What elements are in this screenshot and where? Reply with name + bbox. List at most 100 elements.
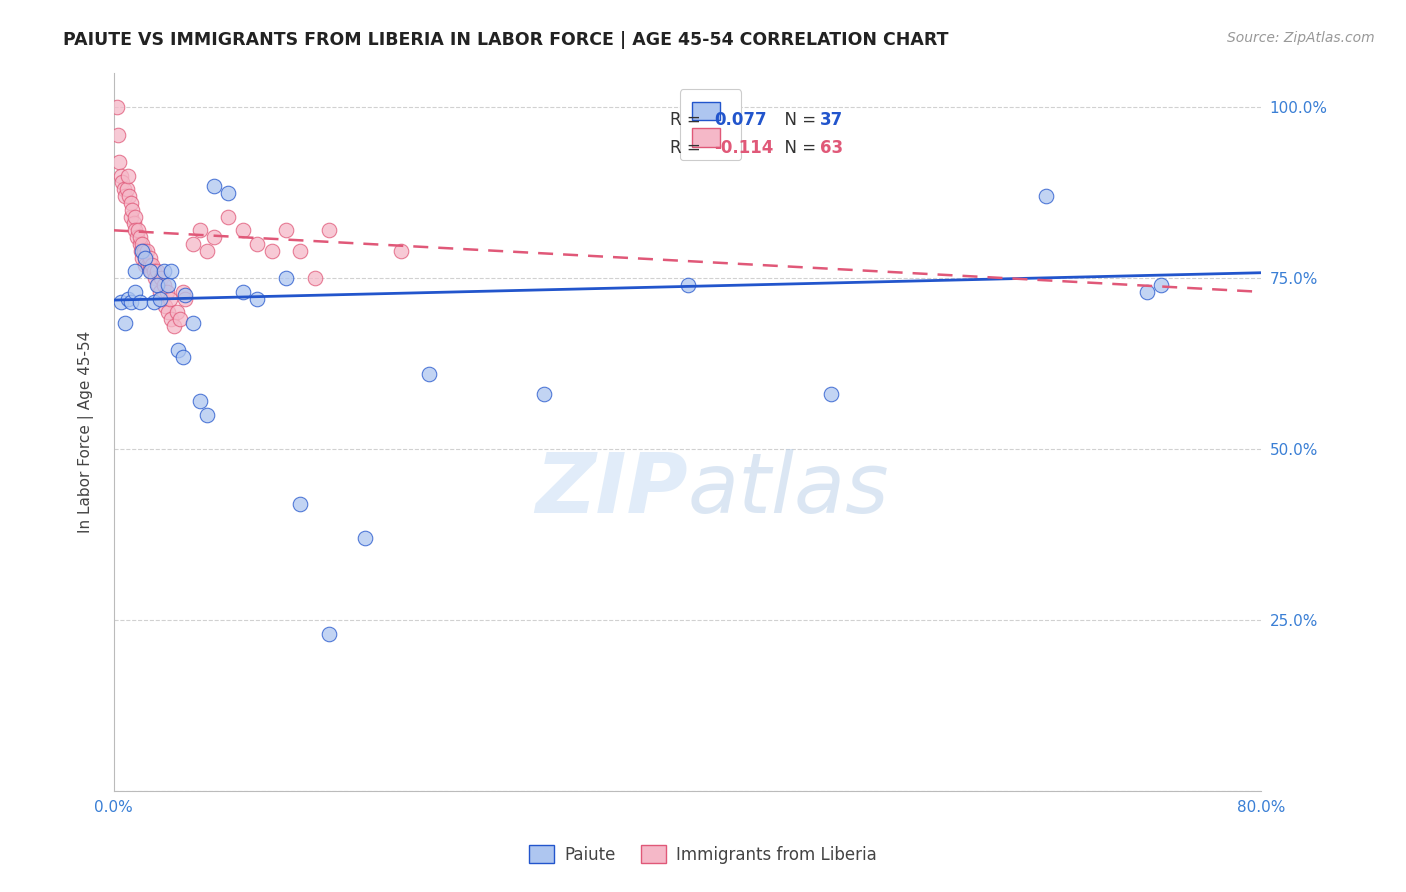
Point xyxy=(114,189,136,203)
Point xyxy=(120,295,142,310)
Point xyxy=(145,264,167,278)
Text: Source: ZipAtlas.com: Source: ZipAtlas.com xyxy=(1227,31,1375,45)
Point xyxy=(160,312,183,326)
Y-axis label: In Labor Force | Age 45-54: In Labor Force | Age 45-54 xyxy=(79,331,94,533)
Point xyxy=(117,292,139,306)
Point xyxy=(135,244,157,258)
Point xyxy=(318,223,340,237)
Point xyxy=(149,285,172,299)
Text: -0.114: -0.114 xyxy=(714,139,773,157)
Point xyxy=(418,367,440,381)
Point xyxy=(105,100,128,114)
Point xyxy=(138,251,160,265)
Point xyxy=(157,278,180,293)
Point xyxy=(127,223,149,237)
Point xyxy=(274,271,297,285)
Text: ZIP: ZIP xyxy=(534,449,688,530)
Point xyxy=(128,237,150,252)
Point xyxy=(131,251,153,265)
Point xyxy=(149,292,172,306)
Point xyxy=(134,251,156,265)
Point xyxy=(118,189,141,203)
Point xyxy=(121,202,143,217)
Point xyxy=(138,264,160,278)
Point xyxy=(166,305,188,319)
Point xyxy=(676,278,699,293)
Point xyxy=(181,237,204,252)
Point xyxy=(155,299,177,313)
Point xyxy=(122,217,145,231)
Point xyxy=(124,285,146,299)
Point xyxy=(195,408,218,422)
Point xyxy=(159,292,181,306)
Text: N =: N = xyxy=(773,139,821,157)
Point xyxy=(290,497,312,511)
Point xyxy=(110,169,132,183)
Point xyxy=(260,244,283,258)
Point xyxy=(134,251,156,265)
Point xyxy=(148,278,170,293)
Legend: Paiute, Immigrants from Liberia: Paiute, Immigrants from Liberia xyxy=(523,838,883,871)
Point xyxy=(138,258,160,272)
Point xyxy=(820,387,842,401)
Point xyxy=(169,312,191,326)
Point xyxy=(115,182,138,196)
Point xyxy=(111,176,134,190)
Point xyxy=(232,223,254,237)
Point xyxy=(188,223,211,237)
Text: 63: 63 xyxy=(820,139,842,157)
Point xyxy=(389,244,412,258)
Point xyxy=(124,210,146,224)
Point xyxy=(172,350,194,364)
Point xyxy=(108,155,131,169)
Point xyxy=(150,271,173,285)
Text: N =: N = xyxy=(773,111,821,128)
Point xyxy=(160,264,183,278)
Point xyxy=(152,292,174,306)
Point xyxy=(128,230,150,244)
Point xyxy=(1136,285,1159,299)
Point xyxy=(145,278,167,293)
Point xyxy=(188,394,211,409)
Point xyxy=(125,230,148,244)
Point xyxy=(143,271,166,285)
Point xyxy=(107,128,129,142)
Point xyxy=(174,288,197,302)
Point xyxy=(141,258,163,272)
Point xyxy=(112,182,135,196)
Point xyxy=(131,244,153,258)
Point xyxy=(202,230,225,244)
Point xyxy=(274,223,297,237)
Point xyxy=(304,271,326,285)
Text: PAIUTE VS IMMIGRANTS FROM LIBERIA IN LABOR FORCE | AGE 45-54 CORRELATION CHART: PAIUTE VS IMMIGRANTS FROM LIBERIA IN LAB… xyxy=(63,31,949,49)
Point xyxy=(290,244,312,258)
Point xyxy=(156,285,179,299)
Point xyxy=(533,387,555,401)
Point xyxy=(353,531,375,545)
Point xyxy=(181,316,204,330)
Point xyxy=(124,264,146,278)
Point xyxy=(129,244,152,258)
Point xyxy=(136,258,159,272)
Text: 37: 37 xyxy=(820,111,842,128)
Point xyxy=(128,295,150,310)
Point xyxy=(246,237,269,252)
Point xyxy=(124,223,146,237)
Point xyxy=(174,292,197,306)
Point xyxy=(157,305,180,319)
Point xyxy=(153,264,176,278)
Point xyxy=(131,237,153,252)
Point xyxy=(139,264,162,278)
Text: 0.077: 0.077 xyxy=(714,111,766,128)
Point xyxy=(232,285,254,299)
Text: R =: R = xyxy=(671,139,706,157)
Point xyxy=(246,292,269,306)
Point xyxy=(163,319,186,334)
Point xyxy=(1035,189,1057,203)
Point xyxy=(318,627,340,641)
Point xyxy=(120,196,142,211)
Text: R =: R = xyxy=(671,111,706,128)
Point xyxy=(218,186,240,200)
Point xyxy=(114,316,136,330)
Text: atlas: atlas xyxy=(688,449,889,530)
